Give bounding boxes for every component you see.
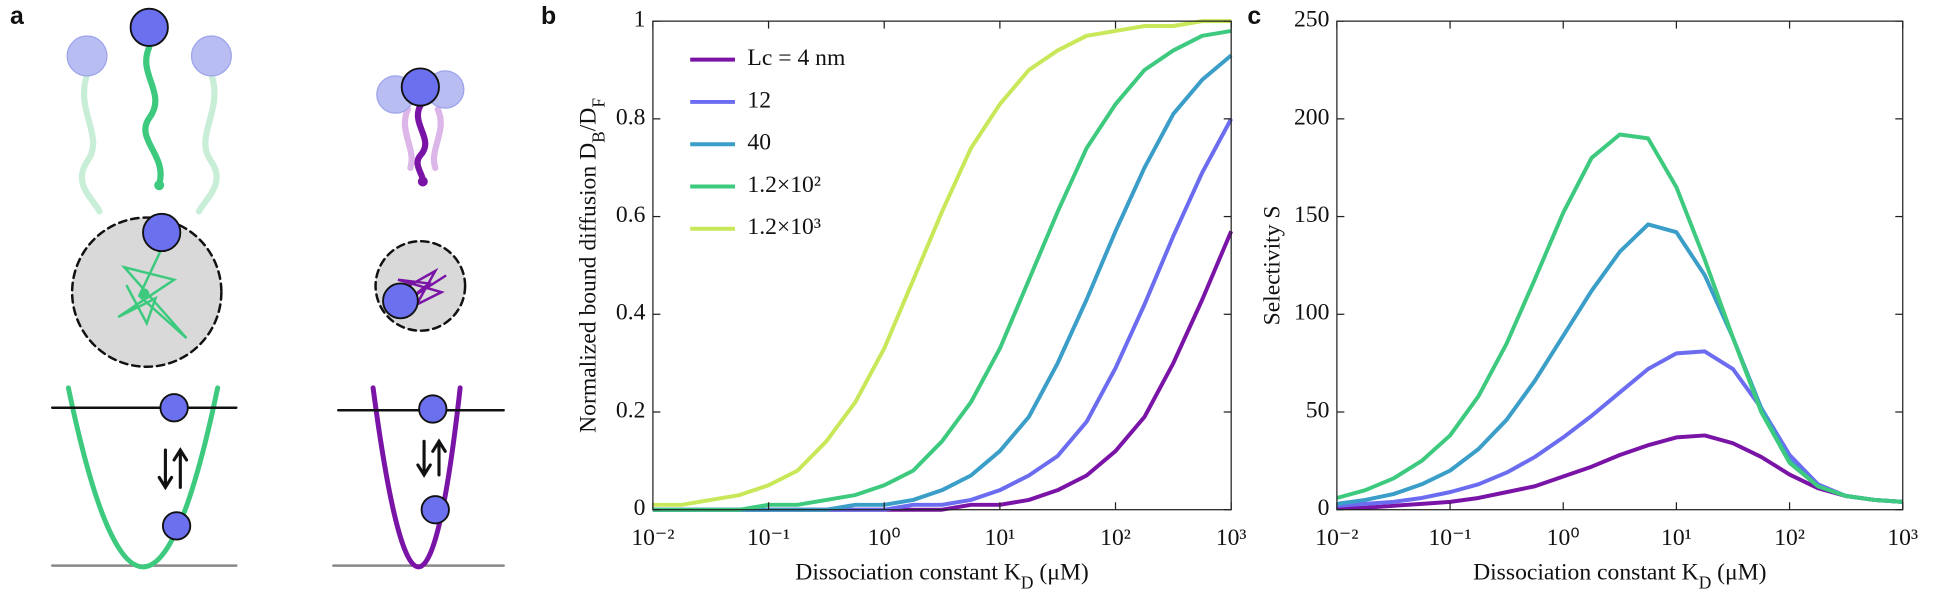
panel-label: a (10, 2, 24, 30)
x-tick-label: 10¹ (1661, 525, 1692, 551)
x-tick-label: 10³ (1887, 525, 1918, 551)
x-tick-label: 10⁻² (631, 525, 674, 551)
y-tick-label: 0.6 (616, 202, 646, 228)
series-line (1336, 433, 1903, 510)
x-axis-label-part: Dissociation constant K (1473, 560, 1699, 586)
y-axis-label-part: Selectivity S (1260, 205, 1286, 325)
x-tick-label: 10² (1100, 525, 1131, 551)
panel-label: c (1247, 2, 1261, 30)
x-axis-label-part: (μM) (1711, 560, 1766, 586)
y-tick-label: 0.4 (616, 300, 646, 326)
series-line (652, 117, 1233, 512)
y-tick-label: 50 (1306, 397, 1330, 423)
legend-label: 12 (747, 87, 771, 113)
plot-frame (1336, 20, 1904, 511)
x-axis-label-part: (μM) (1033, 560, 1088, 586)
diagram (50, 7, 505, 570)
plot-frame (652, 20, 1232, 511)
x-axis-label: Dissociation constant KD (μM) (1473, 560, 1766, 593)
x-tick-label: 10³ (1216, 525, 1247, 551)
y-tick-label: 0 (634, 495, 646, 521)
x-axis-label-part: D (1021, 572, 1034, 592)
series-line (652, 19, 1232, 507)
x-tick-label: 10² (1774, 525, 1805, 551)
x-axis-label-part: D (1699, 572, 1712, 592)
x-tick-label: 10¹ (985, 525, 1016, 551)
x-tick-label: 10⁻¹ (747, 525, 790, 551)
y-axis-label-part: F (589, 98, 609, 108)
legend-label: Lc = 4 nm (747, 45, 845, 71)
series-line (1336, 132, 1903, 504)
y-axis-label-part: /D (576, 108, 602, 132)
legend-label: 40 (747, 130, 771, 156)
x-tick-label: 10⁰ (1547, 525, 1580, 551)
y-tick-label: 0.8 (616, 104, 646, 130)
x-tick-label: 10⁰ (868, 525, 901, 551)
series-line (652, 230, 1234, 512)
x-tick-label: 10⁻¹ (1428, 525, 1471, 551)
y-axis-label-part: B (589, 131, 609, 143)
y-tick-label: 0.2 (616, 397, 646, 423)
x-axis-label-part: Dissociation constant K (795, 560, 1021, 586)
panel-label: b (541, 2, 556, 30)
y-tick-label: 1 (634, 7, 646, 33)
legend-label: 1.2×10² (747, 172, 821, 198)
y-tick-label: 250 (1294, 7, 1329, 33)
y-axis-label: Selectivity S (1260, 205, 1286, 325)
series-line (1336, 349, 1903, 508)
y-tick-label: 150 (1294, 202, 1329, 228)
x-axis-label: Dissociation constant KD (μM) (795, 560, 1088, 593)
x-tick-label: 10⁻² (1315, 525, 1358, 551)
y-tick-label: 200 (1294, 104, 1329, 130)
legend-label: 1.2×10³ (747, 214, 821, 240)
series-line (652, 28, 1232, 512)
y-tick-label: 100 (1294, 300, 1329, 326)
y-axis-label-part: Normalized bound diffusion D (576, 143, 602, 433)
y-axis-label: Normalized bound diffusion DB/DF (576, 98, 609, 433)
y-tick-label: 0 (1318, 495, 1330, 521)
